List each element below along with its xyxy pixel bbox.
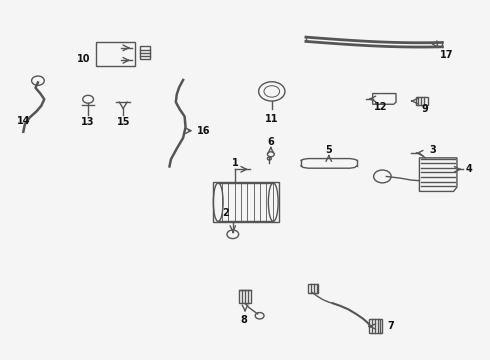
Text: 5: 5 bbox=[325, 145, 332, 155]
Text: 13: 13 bbox=[81, 117, 95, 127]
Bar bbox=[97, 42, 135, 66]
Text: 8: 8 bbox=[241, 315, 247, 325]
Bar bbox=[213, 182, 279, 222]
Bar bbox=[308, 284, 318, 293]
Text: 15: 15 bbox=[117, 117, 130, 127]
Text: 2: 2 bbox=[222, 208, 229, 218]
Text: 9: 9 bbox=[422, 104, 429, 113]
Text: 12: 12 bbox=[374, 102, 387, 112]
Text: 6: 6 bbox=[268, 138, 274, 148]
Bar bbox=[369, 319, 382, 333]
Bar bbox=[239, 290, 251, 303]
Text: 7: 7 bbox=[388, 321, 394, 332]
Text: 17: 17 bbox=[440, 50, 453, 60]
Text: 14: 14 bbox=[17, 116, 30, 126]
Text: 11: 11 bbox=[265, 113, 278, 123]
Text: 4: 4 bbox=[466, 164, 472, 174]
Text: 16: 16 bbox=[197, 126, 210, 136]
Bar bbox=[416, 97, 428, 105]
Text: 3: 3 bbox=[429, 145, 436, 155]
Text: 1: 1 bbox=[232, 158, 239, 168]
Text: 10: 10 bbox=[76, 54, 90, 64]
